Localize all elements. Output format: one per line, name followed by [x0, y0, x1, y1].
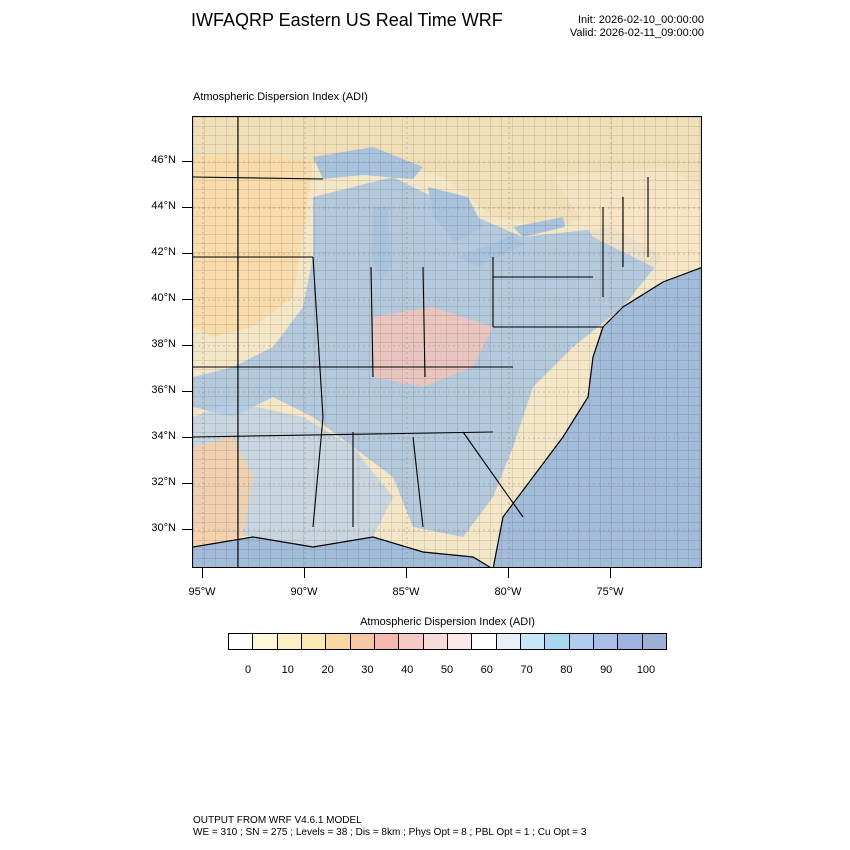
lon-label: 95°W [188, 586, 216, 598]
colorbar-swatch [398, 633, 424, 650]
colorbar-swatch [495, 633, 521, 650]
lon-label: 80°W [494, 586, 522, 598]
colorbar-swatch [325, 633, 351, 650]
colorbar-label: 60 [480, 664, 493, 676]
plot-title: IWFAQRP Eastern US Real Time WRF [191, 10, 503, 30]
lat-tick [182, 391, 192, 392]
colorbar-label: 50 [440, 664, 454, 676]
colorbar-label: 70 [520, 664, 533, 676]
state-boundaries [193, 117, 649, 567]
lat-label: 38°N [151, 338, 176, 350]
colorbar-swatch [252, 633, 278, 650]
colorbar-label: 0 [244, 664, 252, 676]
adi-map [192, 116, 702, 568]
colorbar-label: 90 [600, 664, 613, 676]
lat-tick [182, 253, 192, 254]
colorbar-swatch [617, 633, 643, 650]
lat-label: 30°N [151, 522, 176, 534]
colorbar-swatch [447, 633, 473, 650]
model-info: OUTPUT FROM WRF V4.6.1 MODEL WE = 310 ; … [193, 815, 586, 839]
colorbar-swatch [301, 633, 327, 650]
county-boundaries [193, 117, 701, 567]
colorbar-label: 40 [401, 664, 414, 676]
lat-tick [182, 529, 192, 530]
lat-tick [182, 207, 192, 208]
colorbar-swatch [228, 633, 254, 650]
lat-label: 42°N [151, 246, 176, 258]
lat-label: 36°N [151, 384, 176, 396]
lon-label: 75°W [596, 586, 624, 598]
colorbar-label: 80 [560, 664, 573, 676]
colorbar-swatch [544, 633, 570, 650]
lon-label: 90°W [290, 586, 318, 598]
lon-tick [508, 568, 509, 578]
lat-tick [182, 345, 192, 346]
colorbar-label: 10 [281, 664, 294, 676]
lon-tick [610, 568, 611, 578]
lon-tick [304, 568, 305, 578]
colorbar-swatch [471, 633, 497, 650]
coastlines [193, 267, 701, 567]
adi-map-svg [193, 117, 701, 567]
lat-label: 34°N [151, 430, 176, 442]
lat-tick [182, 437, 192, 438]
colorbar-swatch [374, 633, 400, 650]
lon-label: 85°W [392, 586, 420, 598]
colorbar-swatch [349, 633, 375, 650]
lat-tick [182, 161, 192, 162]
lon-tick [202, 568, 203, 578]
model-info-line1: OUTPUT FROM WRF V4.6.1 MODEL [193, 815, 362, 826]
colorbar-label: 100 [636, 664, 656, 676]
graticule [193, 117, 701, 567]
colorbar-swatch [276, 633, 302, 650]
map-subtitle: Atmospheric Dispersion Index (ADI) [193, 91, 368, 103]
lat-tick [182, 483, 192, 484]
colorbar-label: 30 [361, 664, 374, 676]
model-info-line2: WE = 310 ; SN = 275 ; Levels = 38 ; Dis … [193, 827, 587, 838]
lon-tick [406, 568, 407, 578]
valid-time: Valid: 2026-02-11_09:00:00 [569, 27, 704, 39]
colorbar-swatch [422, 633, 448, 650]
lat-label: 44°N [151, 200, 176, 212]
lat-label: 46°N [151, 154, 176, 166]
init-time: Init: 2026-02-10_00:00:00 [578, 14, 704, 26]
forecast-times: Init: 2026-02-10_00:00:00 Valid: 2026-02… [570, 14, 704, 40]
lat-label: 40°N [151, 292, 176, 304]
colorbar-swatch [641, 633, 667, 650]
colorbar-swatch [593, 633, 619, 650]
colorbar-swatch [520, 633, 546, 650]
lat-label: 32°N [151, 476, 176, 488]
colorbar-title: Atmospheric Dispersion Index (ADI) [360, 616, 535, 628]
lat-tick [182, 299, 192, 300]
colorbar-swatch [568, 633, 594, 650]
colorbar-label: 20 [321, 664, 334, 676]
